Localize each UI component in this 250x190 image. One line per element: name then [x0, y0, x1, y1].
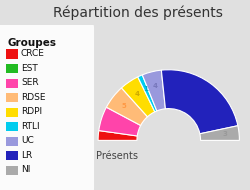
Text: 21: 21	[197, 92, 207, 98]
FancyBboxPatch shape	[0, 23, 94, 190]
Text: SER: SER	[21, 78, 38, 87]
Bar	[6, 122, 18, 131]
Text: 0
2: 0 2	[112, 116, 117, 129]
Wedge shape	[122, 77, 155, 117]
Bar	[6, 108, 18, 117]
Text: RTLI: RTLI	[21, 122, 40, 131]
Bar	[6, 137, 18, 146]
Text: Répartition des présents: Répartition des présents	[52, 6, 222, 20]
Wedge shape	[106, 88, 148, 125]
Bar	[6, 64, 18, 73]
Bar	[6, 151, 18, 160]
Text: UC: UC	[21, 136, 34, 145]
Text: 1: 1	[143, 86, 148, 92]
Bar	[6, 93, 18, 102]
Text: EST: EST	[21, 64, 38, 73]
Wedge shape	[99, 107, 141, 136]
Wedge shape	[98, 131, 137, 140]
Text: 2: 2	[110, 133, 115, 139]
Text: CRCE: CRCE	[21, 49, 45, 58]
Text: RDPI: RDPI	[21, 107, 42, 116]
Text: Présents: Présents	[96, 151, 138, 161]
Bar	[6, 165, 18, 175]
Text: Groupes: Groupes	[8, 38, 56, 48]
Text: LR: LR	[21, 151, 32, 160]
Text: 4: 4	[135, 91, 140, 97]
Bar	[6, 78, 18, 88]
Wedge shape	[161, 70, 238, 134]
Text: NI: NI	[21, 165, 30, 174]
Text: RDSE: RDSE	[21, 93, 46, 102]
Text: 5: 5	[122, 103, 126, 109]
Wedge shape	[138, 75, 157, 112]
Wedge shape	[142, 70, 166, 111]
Text: 4: 4	[152, 83, 158, 89]
Wedge shape	[200, 126, 239, 140]
Bar	[6, 50, 18, 59]
Text: 3: 3	[222, 131, 228, 138]
